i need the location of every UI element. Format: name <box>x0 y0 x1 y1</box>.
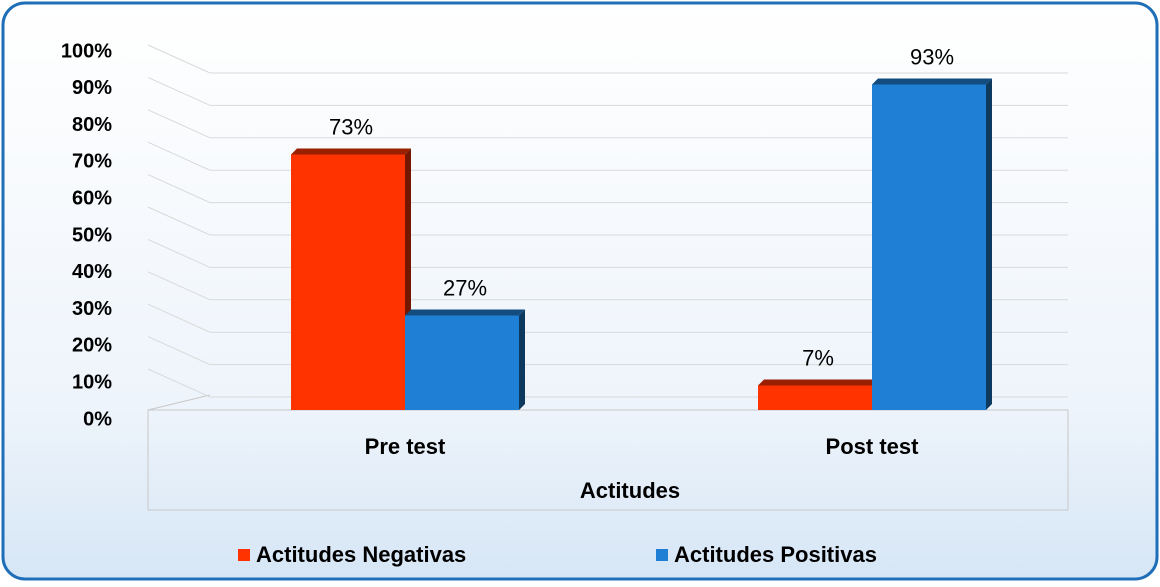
grid-line <box>147 76 1068 106</box>
y-tick-label: 10% <box>72 371 112 393</box>
bar <box>872 78 992 410</box>
y-tick-label: 60% <box>72 187 112 209</box>
legend-swatch <box>238 549 250 561</box>
y-tick-label: 70% <box>72 151 112 173</box>
floor-edge <box>147 394 211 411</box>
bar-top <box>872 78 992 85</box>
bar <box>291 148 411 410</box>
bar <box>405 309 525 410</box>
x-tick-label: Post test <box>826 434 920 459</box>
bar-top <box>758 379 878 386</box>
y-tick-label: 20% <box>72 335 112 357</box>
bar-front <box>758 385 872 410</box>
bar-side <box>519 309 525 410</box>
grid-line <box>147 336 1068 366</box>
y-tick-label: 30% <box>72 298 112 320</box>
x-axis-title: Actitudes <box>580 478 680 503</box>
grid-line <box>147 109 1068 139</box>
value-label: 73% <box>329 114 373 139</box>
bar-top <box>291 148 411 155</box>
grid-line <box>147 238 1068 268</box>
x-tick-label: Pre test <box>365 434 446 459</box>
bar-front <box>291 154 405 410</box>
y-tick-label: 0% <box>83 408 112 430</box>
grid-line <box>147 44 1068 74</box>
legend-label: Actitudes Negativas <box>256 542 466 567</box>
y-tick-label: 100% <box>61 40 112 62</box>
value-label: 27% <box>443 275 487 300</box>
y-tick-label: 40% <box>72 261 112 283</box>
bar-top <box>405 309 525 316</box>
grid-line <box>147 271 1068 301</box>
bar-front <box>872 84 986 410</box>
grid-line <box>147 206 1068 236</box>
bar-side <box>986 78 992 410</box>
grid-line <box>147 174 1068 204</box>
legend-swatch <box>656 549 668 561</box>
bar-front <box>405 315 519 410</box>
bar <box>758 379 878 410</box>
grid-line <box>147 303 1068 333</box>
value-label: 93% <box>910 44 954 69</box>
value-label: 7% <box>802 345 834 370</box>
category-box <box>147 409 1069 511</box>
legend-label: Actitudes Positivas <box>674 542 877 567</box>
y-tick-label: 50% <box>72 224 112 246</box>
grid-line <box>147 141 1068 171</box>
y-tick-label: 80% <box>72 114 112 136</box>
y-tick-label: 90% <box>72 77 112 99</box>
